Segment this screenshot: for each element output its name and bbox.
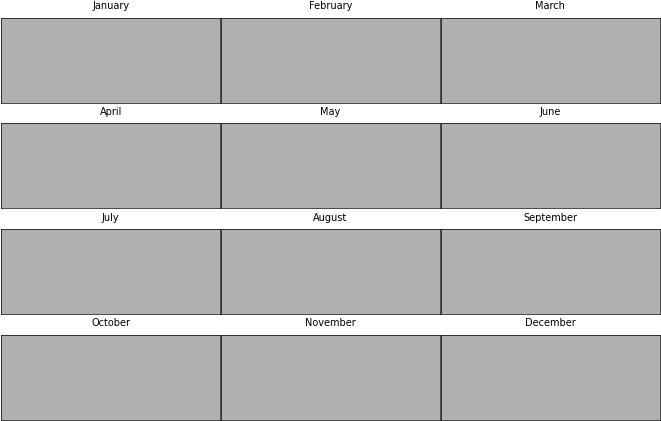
Title: March: March: [535, 1, 565, 11]
Title: December: December: [525, 318, 576, 328]
Title: July: July: [102, 213, 120, 223]
Title: June: June: [539, 107, 561, 117]
Title: February: February: [309, 1, 352, 11]
Title: April: April: [99, 107, 122, 117]
Title: October: October: [91, 318, 130, 328]
Title: September: September: [524, 213, 577, 223]
Title: November: November: [305, 318, 356, 328]
Title: August: August: [313, 213, 348, 223]
Title: May: May: [321, 107, 340, 117]
Title: January: January: [92, 1, 129, 11]
